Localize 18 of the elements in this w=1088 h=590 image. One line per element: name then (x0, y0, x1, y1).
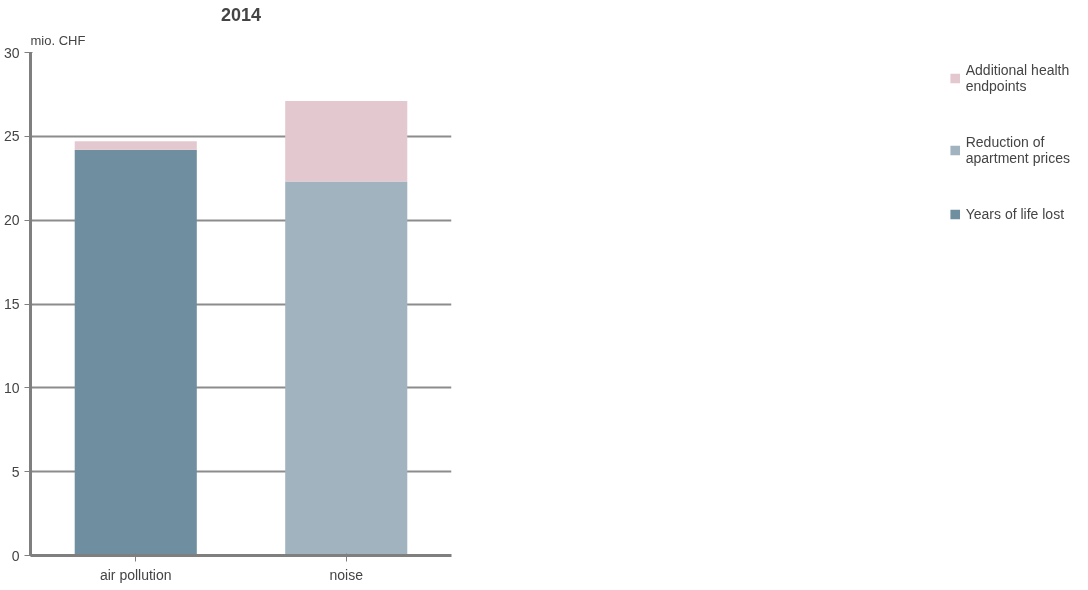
x-tick-label: air pollution (99, 566, 172, 583)
legend-label: Years of life lost (965, 206, 1065, 222)
y-tick-label: 20 (3, 212, 20, 229)
y-tick-label: 5 (11, 463, 20, 480)
y-tick-label: 10 (3, 379, 20, 396)
legend-label: Reduction of apartment prices (965, 134, 1070, 166)
bar (74, 149, 197, 556)
bar (285, 101, 408, 182)
chart-title: 2014 (220, 4, 262, 25)
bar (285, 181, 408, 556)
y-tick-label: 25 (3, 128, 20, 145)
legend-label: Additional health endpoints (965, 62, 1070, 94)
y-tick-label: 0 (11, 547, 20, 564)
x-tick-label: noise (329, 566, 364, 583)
y-axis-title: mio. CHF (30, 32, 86, 48)
y-tick-label: 15 (3, 296, 20, 312)
bar (74, 141, 197, 150)
y-tick-label: 30 (3, 44, 20, 61)
